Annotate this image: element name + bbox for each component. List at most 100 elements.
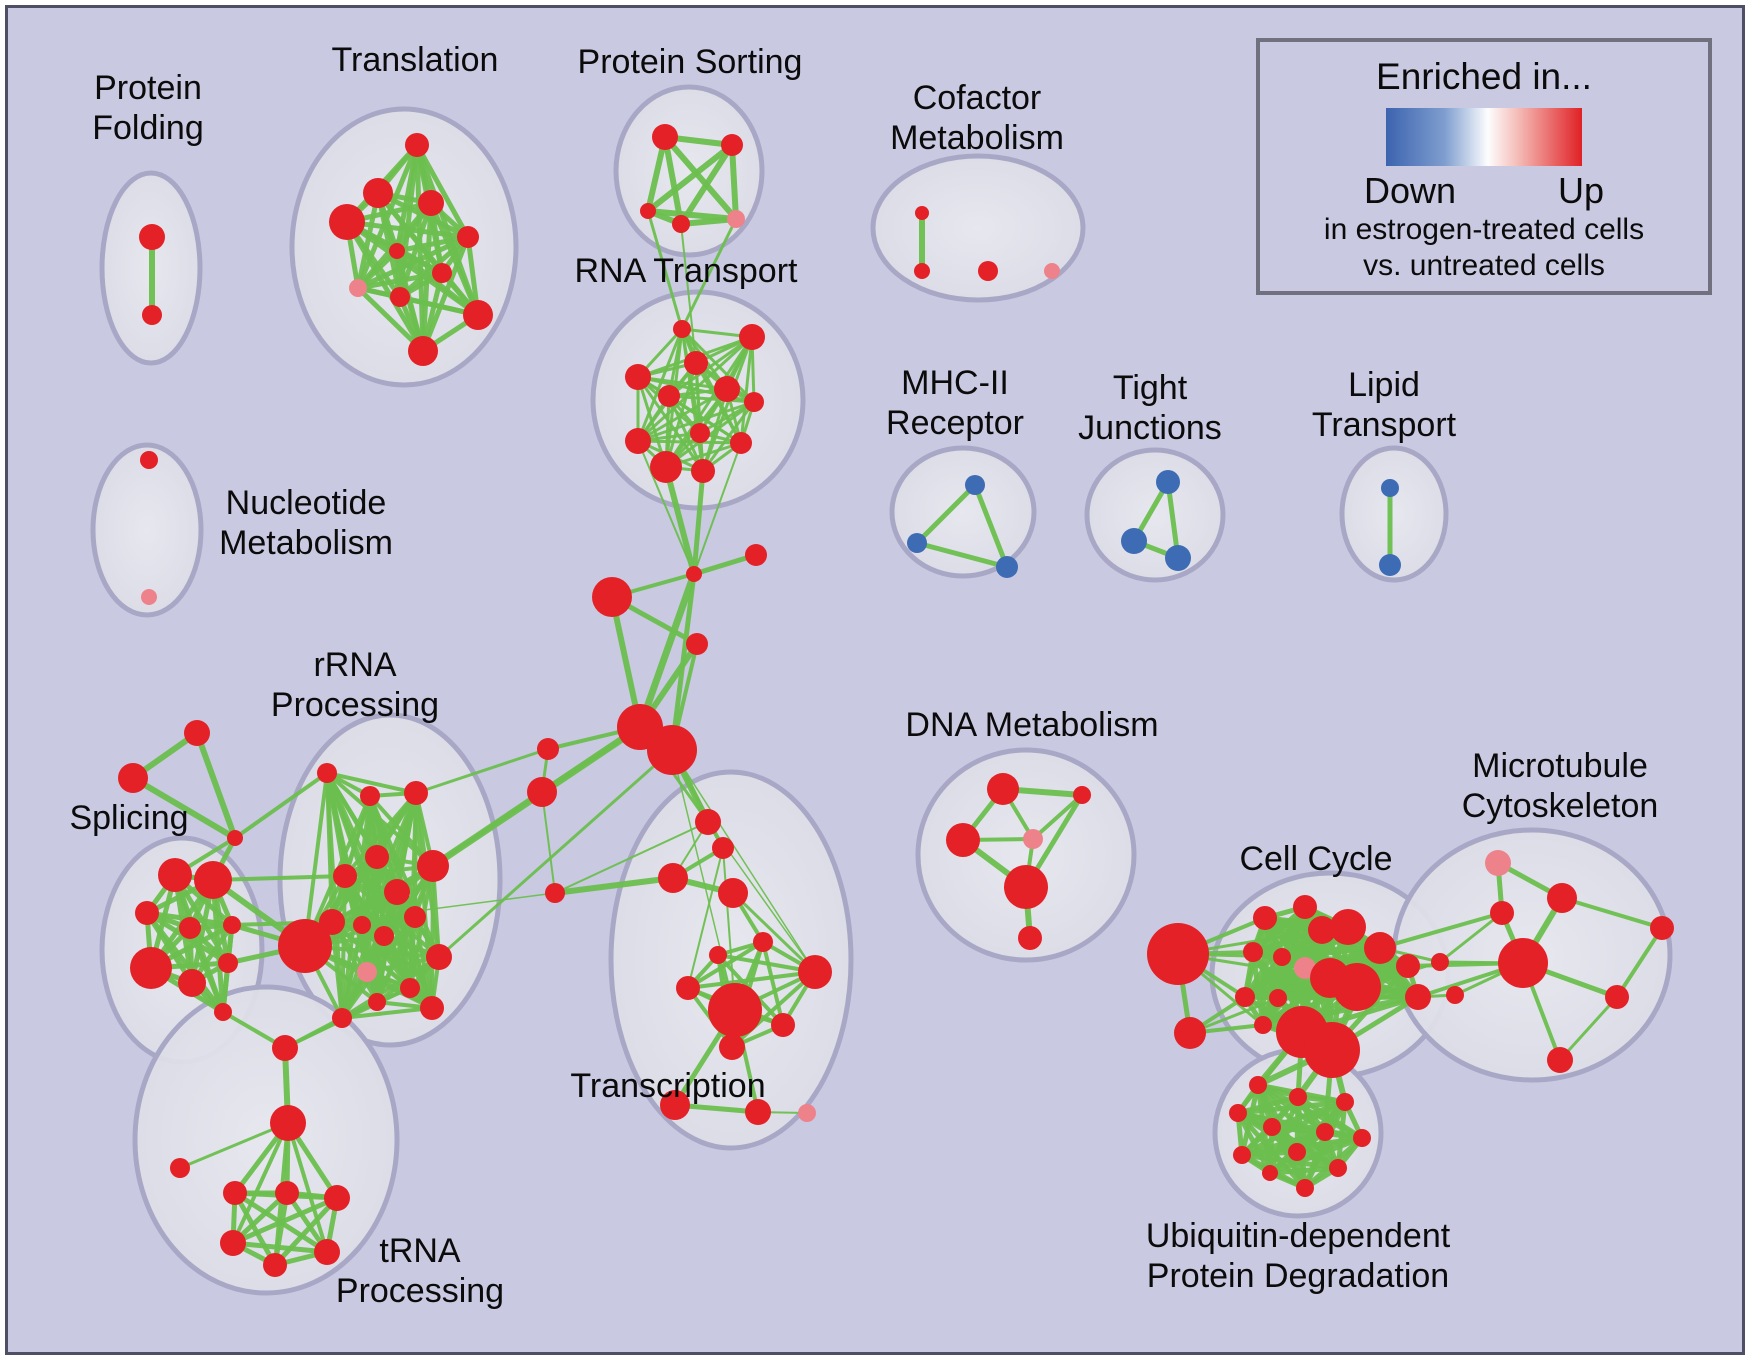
node-splicing-triangle-1[interactable] (118, 763, 148, 793)
node-protein-folding-1[interactable] (142, 305, 162, 325)
node-translation-7[interactable] (349, 279, 367, 297)
node-protein-sorting-0[interactable] (652, 124, 678, 150)
node-mhc-ii-receptor-1[interactable] (907, 533, 927, 553)
node-cell-cycle-6[interactable] (1273, 948, 1291, 966)
node-translation-9[interactable] (463, 300, 493, 330)
node-ubiquitin-degradation-10[interactable] (1262, 1165, 1278, 1181)
node-cell-cycle-3[interactable] (1330, 909, 1366, 945)
node-rrna-processing-4[interactable] (417, 850, 449, 882)
node-rrna-processing-9[interactable] (353, 916, 371, 934)
node-tight-junctions-0[interactable] (1156, 470, 1180, 494)
node-cell-cycle-15[interactable] (1396, 954, 1420, 978)
node-rna-transport-9[interactable] (730, 432, 752, 454)
node-rrna-processing-10[interactable] (374, 926, 394, 946)
node-ubiquitin-degradation-1[interactable] (1289, 1088, 1307, 1106)
node-rna-transport-1[interactable] (739, 324, 765, 350)
node-dna-metabolism-0[interactable] (987, 773, 1019, 805)
node-microtubule-cytoskeleton-5[interactable] (1605, 985, 1629, 1009)
node-transcription-8[interactable] (676, 976, 700, 1000)
node-splicing-triangle-0[interactable] (184, 720, 210, 746)
node-transcription-7[interactable] (798, 955, 832, 989)
node-hub-left-nodes-0[interactable] (537, 738, 559, 760)
node-dna-metabolism-1[interactable] (1073, 786, 1091, 804)
node-splicing-8[interactable] (214, 1003, 232, 1021)
node-ubiquitin-degradation-7[interactable] (1233, 1146, 1251, 1164)
node-trna-processing-5[interactable] (324, 1185, 350, 1211)
node-splicing-triangle-2[interactable] (227, 830, 243, 846)
node-trna-processing-6[interactable] (220, 1230, 246, 1256)
node-splicing-1[interactable] (194, 861, 232, 899)
node-microtubule-cytoskeleton-4[interactable] (1650, 916, 1674, 940)
node-cell-cycle-0[interactable] (1253, 906, 1277, 930)
node-splicing-6[interactable] (178, 969, 206, 997)
node-rna-transport-5[interactable] (658, 385, 680, 407)
node-protein-folding-0[interactable] (139, 224, 165, 250)
node-ubiquitin-degradation-4[interactable] (1263, 1118, 1281, 1136)
node-splicing-2[interactable] (135, 901, 159, 925)
node-rrna-processing-15[interactable] (368, 993, 386, 1011)
node-transcription-6[interactable] (709, 946, 727, 964)
node-rrna-processing-0[interactable] (317, 763, 337, 783)
node-protein-sorting-3[interactable] (672, 215, 690, 233)
node-ubiquitin-degradation-0[interactable] (1249, 1076, 1267, 1094)
node-cell-cycle-11[interactable] (1269, 989, 1287, 1007)
node-rna-transport-11[interactable] (691, 459, 715, 483)
node-rrna-processing-1[interactable] (360, 786, 380, 806)
node-rna-transport-10[interactable] (650, 451, 682, 483)
node-microtubule-cytoskeleton-1[interactable] (1547, 883, 1577, 913)
node-splicing-7[interactable] (218, 953, 238, 973)
node-transcription-3[interactable] (718, 878, 748, 908)
node-transcription-1[interactable] (712, 837, 734, 859)
node-microtubule-cytoskeleton-3[interactable] (1498, 938, 1548, 988)
node-cell-cycle-14[interactable] (1304, 1022, 1360, 1078)
node-trna-processing-7[interactable] (314, 1239, 340, 1265)
node-trna-processing-2[interactable] (170, 1158, 190, 1178)
node-lipid-transport-0[interactable] (1381, 479, 1399, 497)
node-nucleotide-metabolism-0[interactable] (140, 451, 158, 469)
node-nucleotide-metabolism-1[interactable] (141, 589, 157, 605)
node-dna-metabolism-3[interactable] (1023, 829, 1043, 849)
node-cell-cycle-left-0[interactable] (1147, 923, 1209, 985)
node-rna-transport-7[interactable] (690, 423, 710, 443)
node-dna-metabolism-5[interactable] (1018, 926, 1042, 950)
node-translation-10[interactable] (408, 336, 438, 366)
node-rna-transport-2[interactable] (684, 351, 708, 375)
node-protein-sorting-4[interactable] (727, 210, 745, 228)
node-dna-metabolism-2[interactable] (946, 823, 980, 857)
node-transcription-9[interactable] (708, 983, 762, 1037)
node-cofactor-metabolism-2[interactable] (978, 261, 998, 281)
node-tight-junctions-1[interactable] (1121, 528, 1147, 554)
node-rna-transport-4[interactable] (714, 376, 740, 402)
node-transcription-14[interactable] (798, 1104, 816, 1122)
node-rrna-processing-12[interactable] (426, 944, 452, 970)
node-transcription-0[interactable] (695, 809, 721, 835)
node-tight-junctions-2[interactable] (1165, 545, 1191, 571)
node-trna-processing-3[interactable] (223, 1181, 247, 1205)
node-splicing-0[interactable] (158, 858, 192, 892)
node-ubiquitin-degradation-9[interactable] (1329, 1159, 1347, 1177)
node-translation-3[interactable] (418, 190, 444, 216)
node-rrna-processing-17[interactable] (420, 996, 444, 1020)
node-protein-sorting-2[interactable] (640, 203, 656, 219)
node-lipid-transport-1[interactable] (1379, 554, 1401, 576)
node-cell-cycle-2[interactable] (1308, 916, 1336, 944)
node-transcription-12[interactable] (660, 1090, 690, 1120)
node-transcription-4[interactable] (545, 883, 565, 903)
node-rrna-processing-16[interactable] (332, 1008, 352, 1028)
node-transcription-5[interactable] (753, 932, 773, 952)
node-ubiquitin-degradation-3[interactable] (1229, 1104, 1247, 1122)
node-microtubule-cytoskeleton-7[interactable] (1446, 986, 1464, 1004)
node-rrna-processing-2[interactable] (404, 781, 428, 805)
node-cell-cycle-16[interactable] (1405, 984, 1431, 1010)
node-cell-cycle-7[interactable] (1294, 957, 1316, 979)
node-cofactor-metabolism-3[interactable] (1044, 263, 1060, 279)
node-cofactor-metabolism-1[interactable] (914, 263, 930, 279)
node-protein-sorting-1[interactable] (721, 134, 743, 156)
node-translation-4[interactable] (457, 226, 479, 248)
node-trna-processing-8[interactable] (263, 1253, 287, 1277)
node-rna-chain-2[interactable] (592, 577, 632, 617)
node-cell-cycle-4[interactable] (1364, 932, 1396, 964)
node-ubiquitin-degradation-6[interactable] (1353, 1129, 1371, 1147)
node-rrna-processing-7[interactable] (404, 906, 426, 928)
node-ubiquitin-degradation-8[interactable] (1288, 1143, 1306, 1161)
